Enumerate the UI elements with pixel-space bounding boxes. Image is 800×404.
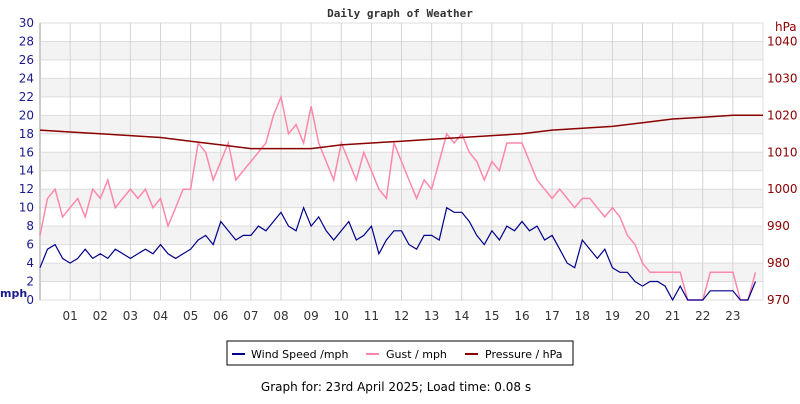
x-tick-label: 11 [364,309,379,323]
series-line-gust [39,94,757,301]
x-tick-label: 10 [334,309,349,323]
x-tick-label: 23 [725,309,740,323]
y-tick-label: 26 [19,53,34,67]
y-tick-label: 20 [19,108,34,122]
legend-pressure: Pressure / hPa [485,348,563,361]
legend-gust: Gust / mph [386,348,447,361]
legend: Wind Speed /mph Gust / mph Pressure / hP… [226,340,574,366]
y-tick-label: 28 [19,34,34,48]
x-tick-label: 17 [544,309,559,323]
y-tick-label: 22 [19,90,34,104]
y-tick-label: 8 [26,219,34,233]
y-tick-label: 18 [19,127,34,141]
x-tick-label: 18 [575,309,590,323]
x-tick-label: 06 [213,309,228,323]
x-tick-label: 19 [605,309,620,323]
right-y-tick-label: 1000 [767,182,798,196]
right-y-tick-label: 1010 [767,145,798,159]
y-tick-label: 30 [19,16,34,30]
x-tick-label: 07 [243,309,258,323]
legend-box [226,340,574,366]
x-tick-label: 01 [62,309,77,323]
x-tick-label: 15 [484,309,499,323]
right-y-tick-label: 1020 [767,108,798,122]
right-axis-label: hPa [775,20,797,34]
y-tick-label: 2 [26,275,34,289]
y-tick-label: 12 [19,182,34,196]
series-line-wind-speed [39,205,757,302]
x-tick-label: 08 [273,309,288,323]
right-y-tick-label: 1030 [767,71,798,85]
right-y-tick-label: 990 [767,219,790,233]
x-tick-label: 09 [303,309,318,323]
y-tick-label: 16 [19,145,34,159]
y-tick-label: 24 [19,71,34,85]
x-tick-label: 20 [635,309,650,323]
x-tick-label: 13 [424,309,439,323]
x-tick-label: 12 [394,309,409,323]
x-tick-label: 02 [93,309,108,323]
y-tick-label: 10 [19,201,34,215]
series-line-pressure [39,114,763,150]
x-tick-label: 05 [183,309,198,323]
chart-title: Daily graph of Weather [327,7,473,20]
y-tick-label: 4 [26,256,34,270]
y-tick-label: 0 [26,293,34,307]
y-tick-label: 14 [19,164,34,178]
x-tick-label: 21 [665,309,680,323]
x-tick-label: 22 [695,309,710,323]
right-y-tick-label: 1040 [767,34,798,48]
x-tick-label: 04 [153,309,168,323]
footer-text: Graph for: 23rd April 2025; Load time: 0… [261,380,531,394]
x-tick-label: 03 [123,309,138,323]
x-tick-label: 14 [454,309,469,323]
right-y-tick-label: 970 [767,293,790,307]
y-tick-label: 6 [26,238,34,252]
legend-wind: Wind Speed /mph [251,348,349,361]
x-tick-label: 16 [514,309,529,323]
left-axis-label: mph [0,287,27,300]
right-y-tick-label: 980 [767,256,790,270]
